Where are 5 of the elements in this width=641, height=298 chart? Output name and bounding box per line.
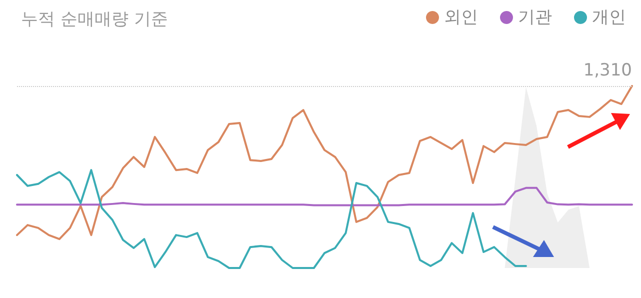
- legend-label: 외인: [444, 8, 478, 28]
- text: 1,310: [583, 60, 632, 80]
- legend-label: 기관: [518, 8, 552, 28]
- legend-label: 개인: [592, 8, 626, 28]
- chart-title: 누적 순매매량 기준: [21, 10, 168, 30]
